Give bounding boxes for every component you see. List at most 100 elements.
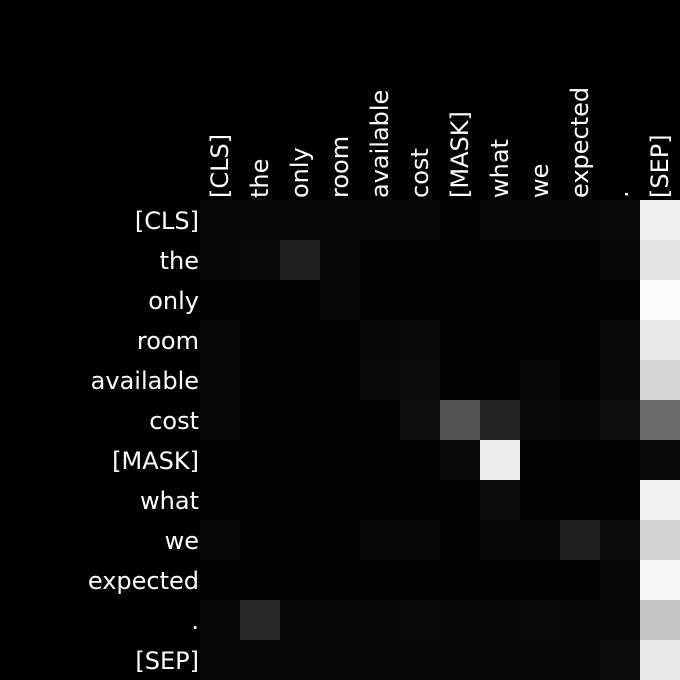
- heatmap-cell: [560, 520, 600, 560]
- heatmap-cell: [520, 560, 560, 600]
- x-tick-label: expected: [566, 87, 594, 198]
- heatmap-cell: [480, 280, 520, 320]
- heatmap-cell: [520, 440, 560, 480]
- heatmap-cell: [640, 480, 680, 520]
- y-tick-label: what: [140, 487, 199, 515]
- heatmap-cell: [520, 400, 560, 440]
- heatmap-cell: [600, 320, 640, 360]
- heatmap-cell: [320, 560, 360, 600]
- heatmap-cell: [600, 240, 640, 280]
- x-tick-label: only: [286, 147, 314, 198]
- heatmap-cell: [520, 200, 560, 240]
- heatmap-cell: [200, 520, 240, 560]
- heatmap-cell: [240, 600, 280, 640]
- heatmap-cell: [320, 240, 360, 280]
- heatmap-cell: [240, 360, 280, 400]
- heatmap-cell: [200, 640, 240, 680]
- heatmap-cell: [360, 440, 400, 480]
- x-axis-labels: [CLS] the only room available cost [MASK] what w…: [206, 87, 674, 198]
- heatmap-cell: [600, 400, 640, 440]
- y-tick-label: only: [148, 287, 199, 315]
- heatmap-cell: [360, 480, 400, 520]
- heatmap-cell: [200, 240, 240, 280]
- heatmap-cell: [360, 520, 400, 560]
- heatmap-cell: [640, 240, 680, 280]
- heatmap-cell: [480, 240, 520, 280]
- heatmap-cell: [280, 280, 320, 320]
- heatmap-cell: [640, 440, 680, 480]
- heatmap-cell: [400, 480, 440, 520]
- heatmap-cell: [400, 440, 440, 480]
- heatmap-cell: [400, 560, 440, 600]
- heatmap-cell: [400, 200, 440, 240]
- heatmap-cell: [200, 600, 240, 640]
- heatmap-cell: [400, 640, 440, 680]
- heatmap-cell: [560, 560, 600, 600]
- heatmap-cell: [480, 440, 520, 480]
- heatmap-cell: [440, 440, 480, 480]
- heatmap-cell: [600, 360, 640, 400]
- heatmap-cell: [600, 440, 640, 480]
- heatmap-cell: [280, 440, 320, 480]
- heatmap-cell: [400, 280, 440, 320]
- heatmap-cell: [600, 200, 640, 240]
- heatmap-cell: [200, 480, 240, 520]
- x-tick-label: [MASK]: [446, 111, 474, 198]
- heatmap-cell: [360, 640, 400, 680]
- x-tick-label: the: [246, 159, 274, 198]
- heatmap-cell: [400, 320, 440, 360]
- heatmap-cell: [560, 320, 600, 360]
- heatmap-cell: [320, 520, 360, 560]
- y-tick-label: [SEP]: [135, 647, 199, 675]
- heatmap-cell: [440, 360, 480, 400]
- heatmap-cell: [320, 440, 360, 480]
- x-tick-label: .: [606, 190, 634, 198]
- heatmap-cell: [320, 600, 360, 640]
- heatmap-cell: [240, 480, 280, 520]
- heatmap-cell: [480, 400, 520, 440]
- heatmap-cell: [200, 200, 240, 240]
- heatmap-cell: [440, 520, 480, 560]
- heatmap-cell: [280, 200, 320, 240]
- heatmap-cell: [560, 640, 600, 680]
- heatmap-cell: [200, 320, 240, 360]
- x-tick-label: [CLS]: [206, 134, 234, 198]
- heatmap-cell: [280, 480, 320, 520]
- heatmap-cell: [440, 480, 480, 520]
- y-tick-label: we: [165, 527, 199, 555]
- heatmap-cell: [240, 400, 280, 440]
- heatmap-cell: [240, 640, 280, 680]
- x-tick-label: we: [526, 164, 554, 198]
- heatmap-cell: [440, 400, 480, 440]
- heatmap-cell: [600, 600, 640, 640]
- heatmap-cell: [640, 320, 680, 360]
- heatmap-cell: [600, 480, 640, 520]
- heatmap-cell: [280, 520, 320, 560]
- heatmap-cell: [640, 520, 680, 560]
- heatmap-cell: [640, 560, 680, 600]
- heatmap-cell: [240, 320, 280, 360]
- heatmap-cell: [600, 560, 640, 600]
- heatmap-cell: [280, 600, 320, 640]
- heatmap-cell: [320, 360, 360, 400]
- heatmap-cell: [640, 640, 680, 680]
- heatmap-cell: [320, 200, 360, 240]
- heatmap-cell: [640, 200, 680, 240]
- heatmap-cell: [640, 360, 680, 400]
- heatmap-cell: [200, 400, 240, 440]
- heatmap-cell: [240, 560, 280, 600]
- heatmap-cell: [240, 440, 280, 480]
- heatmap-cell: [240, 520, 280, 560]
- heatmap-cell: [560, 240, 600, 280]
- heatmap-cell: [480, 480, 520, 520]
- heatmap-cell: [440, 320, 480, 360]
- x-tick-label: available: [366, 90, 394, 198]
- heatmap-cell: [400, 360, 440, 400]
- heatmap-cell: [360, 600, 400, 640]
- heatmap-cell: [440, 240, 480, 280]
- y-tick-label: available: [91, 367, 199, 395]
- heatmap-cell: [440, 640, 480, 680]
- heatmap-cell: [480, 200, 520, 240]
- heatmap-cell: [480, 560, 520, 600]
- y-tick-label: .: [191, 607, 199, 635]
